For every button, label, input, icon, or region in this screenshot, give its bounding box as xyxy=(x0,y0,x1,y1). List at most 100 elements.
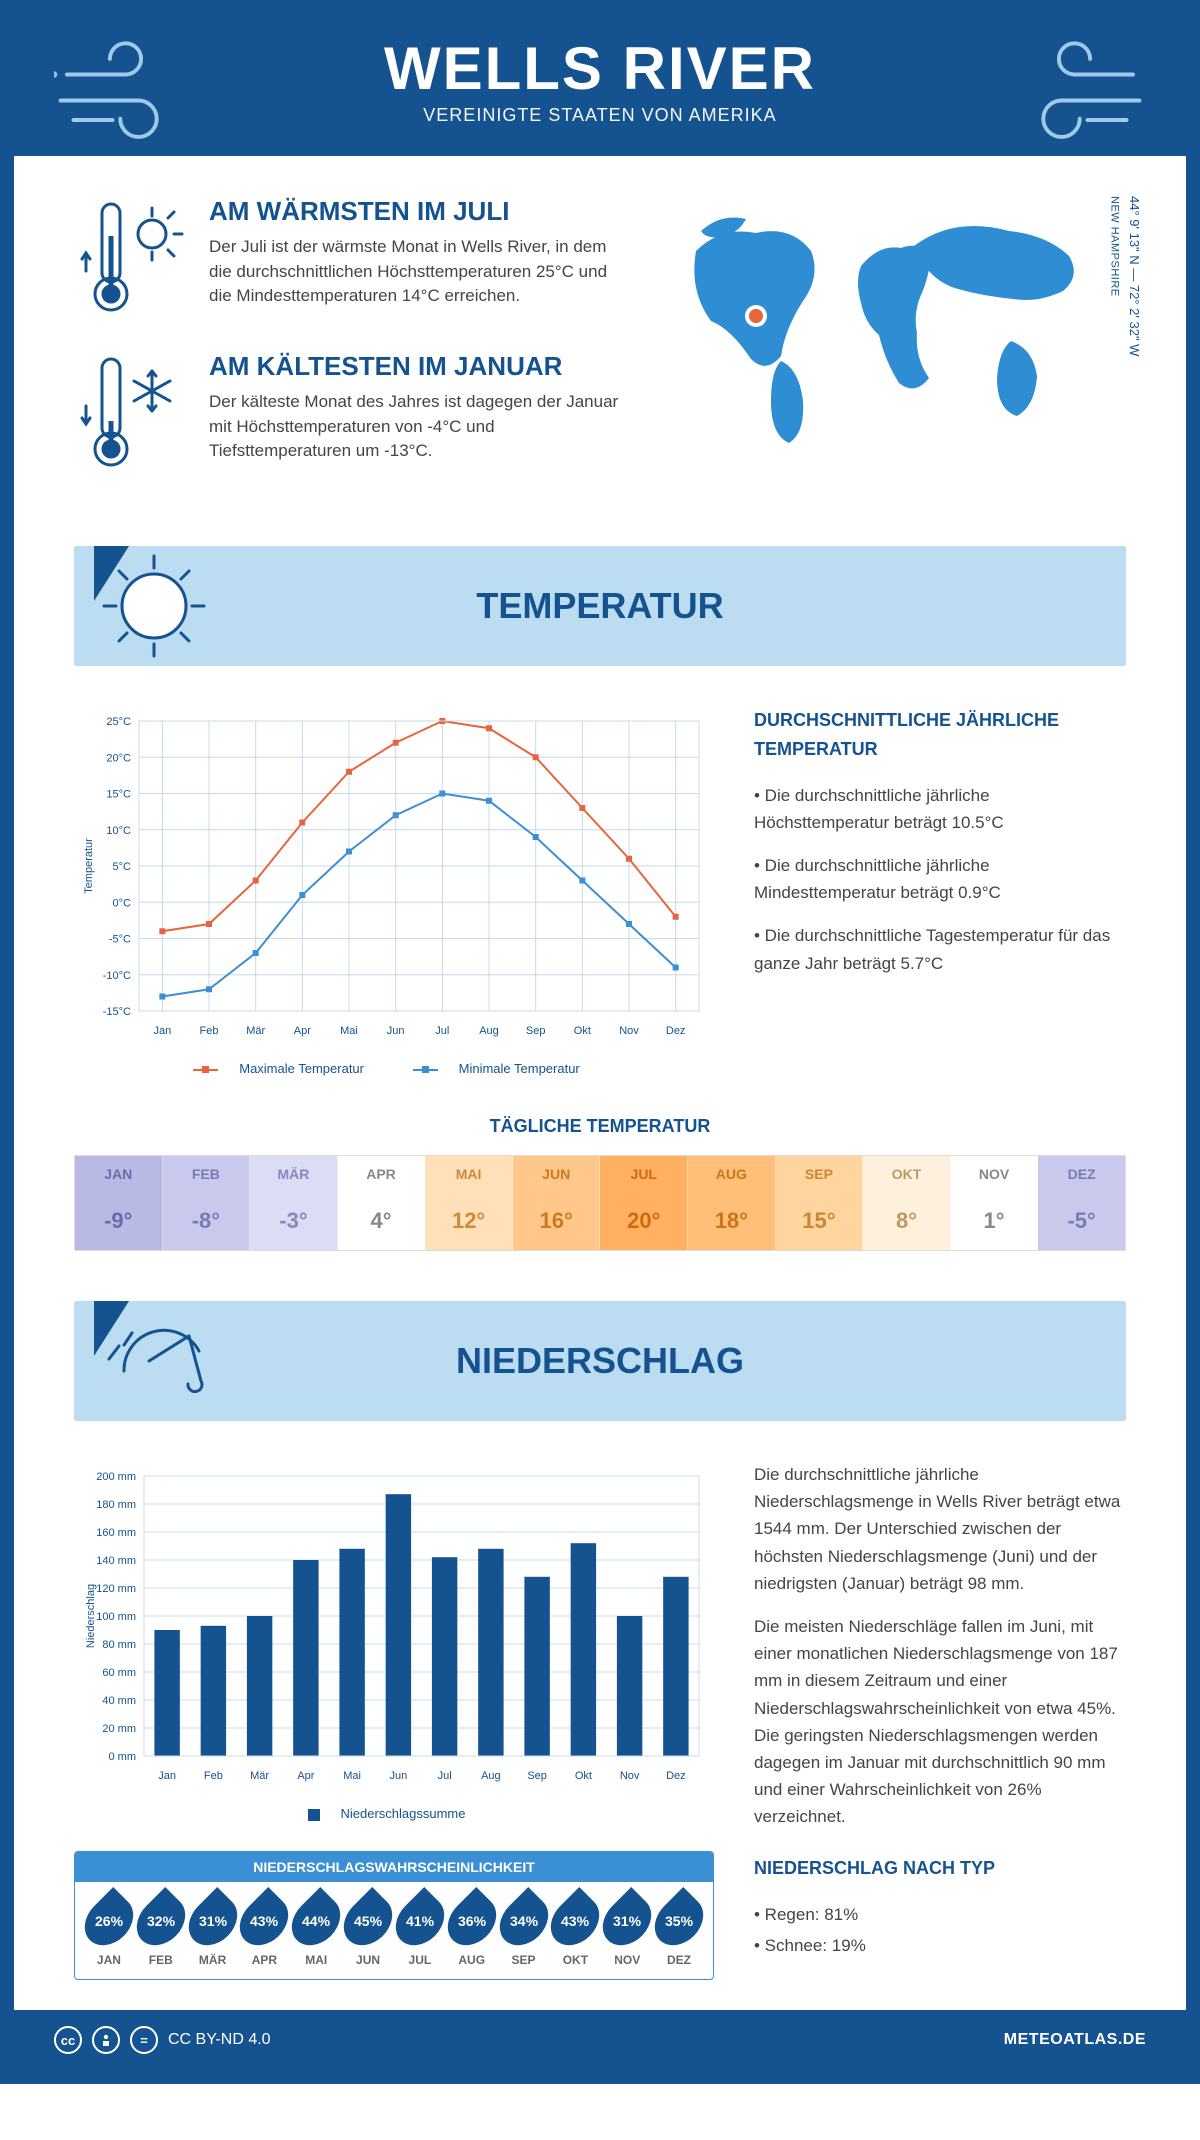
temperature-chart: -15°C-10°C-5°C0°C5°C10°C15°C20°C25°CJanF… xyxy=(74,706,714,1076)
precip-side-text: Die durchschnittliche jährliche Niedersc… xyxy=(754,1461,1126,1980)
daily-cell: AUG18° xyxy=(688,1156,776,1250)
svg-text:Okt: Okt xyxy=(575,1770,592,1782)
warmest-text: Der Juli ist der wärmste Monat in Wells … xyxy=(209,235,626,309)
prob-value: 44% xyxy=(302,1913,330,1929)
prob-cell: 32% FEB xyxy=(137,1894,185,1967)
daily-month: JUL xyxy=(600,1156,687,1192)
prob-cell: 36%AUG xyxy=(448,1894,496,1967)
coldest-text: Der kälteste Monat des Jahres ist dagege… xyxy=(209,390,626,464)
svg-text:20°C: 20°C xyxy=(106,752,131,764)
world-map: 44° 9' 13" N — 72° 2' 32" W NEW HAMPSHIR… xyxy=(666,196,1126,506)
daily-cell: MÄR-3° xyxy=(250,1156,338,1250)
precip-legend-label: Niederschlagssumme xyxy=(341,1806,466,1821)
prob-value: 43% xyxy=(561,1913,589,1929)
svg-text:60 mm: 60 mm xyxy=(102,1667,136,1679)
drop-icon: 36% xyxy=(438,1887,506,1955)
intro-row: AM WÄRMSTEN IM JULI Der Juli ist der wär… xyxy=(74,196,1126,506)
thermometer-cold-icon xyxy=(74,351,184,471)
prob-value: 45% xyxy=(354,1913,382,1929)
drop-icon: 31% xyxy=(593,1887,661,1955)
svg-text:Dez: Dez xyxy=(666,1025,686,1037)
daily-month: JAN xyxy=(75,1156,162,1192)
temperature-banner-label: TEMPERATUR xyxy=(476,585,723,627)
prob-cell: 35%DEZ xyxy=(655,1894,703,1967)
precip-banner: NIEDERSCHLAG xyxy=(74,1301,1126,1421)
svg-text:10°C: 10°C xyxy=(106,825,131,837)
daily-month: NOV xyxy=(951,1156,1038,1192)
header: WELLS RIVER VEREINIGTE STAATEN VON AMERI… xyxy=(14,14,1186,156)
precip-bar-chart: 0 mm20 mm40 mm60 mm80 mm100 mm120 mm140 … xyxy=(74,1461,714,1791)
daily-cell: NOV1° xyxy=(951,1156,1039,1250)
drop-icon: 43% xyxy=(230,1887,298,1955)
temp-side-title: DURCHSCHNITTLICHE JÄHRLICHE TEMPERATUR xyxy=(754,706,1126,764)
daily-month: FEB xyxy=(163,1156,250,1192)
page-subtitle: VEREINIGTE STAATEN VON AMERIKA xyxy=(14,105,1186,126)
daily-temp-title: TÄGLICHE TEMPERATUR xyxy=(74,1116,1126,1137)
prob-month: JAN xyxy=(85,1953,133,1967)
prob-month: OKT xyxy=(551,1953,599,1967)
prob-value: 32% xyxy=(147,1913,175,1929)
prob-title: NIEDERSCHLAGSWAHRSCHEINLICHKEIT xyxy=(75,1852,713,1882)
drop-icon: 34% xyxy=(490,1887,558,1955)
daily-cell: DEZ-5° xyxy=(1038,1156,1125,1250)
prob-month: FEB xyxy=(137,1953,185,1967)
prob-cell: 26%JAN xyxy=(85,1894,133,1967)
daily-value: 1° xyxy=(951,1192,1038,1250)
prob-cell: 44%MAI xyxy=(292,1894,340,1967)
daily-month: APR xyxy=(338,1156,425,1192)
prob-cell: 43% OKT xyxy=(551,1894,599,1967)
svg-text:Jun: Jun xyxy=(390,1770,408,1782)
drop-icon: 31% xyxy=(179,1887,247,1955)
precip-probability-box: NIEDERSCHLAGSWAHRSCHEINLICHKEIT 26%JAN32… xyxy=(74,1851,714,1980)
svg-text:Apr: Apr xyxy=(297,1770,314,1782)
precip-banner-label: NIEDERSCHLAG xyxy=(456,1340,744,1382)
svg-text:Aug: Aug xyxy=(479,1025,499,1037)
svg-text:140 mm: 140 mm xyxy=(96,1555,136,1567)
precip-bytype-b1: • Regen: 81% xyxy=(754,1901,1126,1928)
svg-text:Nov: Nov xyxy=(619,1025,639,1037)
precip-bytype-title: NIEDERSCHLAG NACH TYP xyxy=(754,1854,1126,1883)
temperature-banner: TEMPERATUR xyxy=(74,546,1126,666)
svg-text:25°C: 25°C xyxy=(106,716,131,728)
svg-text:Okt: Okt xyxy=(574,1025,591,1037)
svg-text:Mai: Mai xyxy=(343,1770,361,1782)
svg-text:0°C: 0°C xyxy=(113,897,132,909)
svg-text:Apr: Apr xyxy=(294,1025,311,1037)
daily-month: MAI xyxy=(425,1156,512,1192)
footer: cc = CC BY-ND 4.0 METEOATLAS.DE xyxy=(14,2010,1186,2070)
warmest-title: AM WÄRMSTEN IM JULI xyxy=(209,196,626,227)
cc-icon: cc xyxy=(54,2026,82,2054)
svg-text:Jan: Jan xyxy=(153,1025,171,1037)
legend-max: Maximale Temperatur xyxy=(239,1061,364,1076)
svg-text:160 mm: 160 mm xyxy=(96,1527,136,1539)
coords-region: NEW HAMPSHIRE xyxy=(1109,196,1121,297)
prob-cell: 31%MÄR xyxy=(189,1894,237,1967)
prob-month: AUG xyxy=(448,1953,496,1967)
coords-text: 44° 9' 13" N — 72° 2' 32" W xyxy=(1127,196,1142,356)
prob-month: JUL xyxy=(396,1953,444,1967)
daily-month: JUN xyxy=(513,1156,600,1192)
temp-side-b1: • Die durchschnittliche jährliche Höchst… xyxy=(754,782,1126,836)
sun-icon xyxy=(94,546,214,666)
daily-month: DEZ xyxy=(1038,1156,1125,1192)
prob-month: MÄR xyxy=(189,1953,237,1967)
drop-icon: 35% xyxy=(645,1887,713,1955)
daily-value: -8° xyxy=(163,1192,250,1250)
precip-legend: Niederschlagssumme xyxy=(74,1806,714,1821)
svg-text:15°C: 15°C xyxy=(106,789,131,801)
license-text: CC BY-ND 4.0 xyxy=(168,2031,271,2049)
svg-text:Jan: Jan xyxy=(158,1770,176,1782)
drop-icon: 41% xyxy=(386,1887,454,1955)
svg-text:Feb: Feb xyxy=(204,1770,223,1782)
daily-value: 4° xyxy=(338,1192,425,1250)
site-name: METEOATLAS.DE xyxy=(1004,2031,1146,2049)
warmest-fact: AM WÄRMSTEN IM JULI Der Juli ist der wär… xyxy=(74,196,626,316)
drop-icon: 44% xyxy=(282,1887,350,1955)
drop-icon: 26% xyxy=(75,1887,143,1955)
temp-side-b2: • Die durchschnittliche jährliche Mindes… xyxy=(754,852,1126,906)
svg-text:Niederschlag: Niederschlag xyxy=(85,1584,97,1648)
svg-text:Jun: Jun xyxy=(387,1025,405,1037)
svg-text:Dez: Dez xyxy=(666,1770,686,1782)
prob-value: 35% xyxy=(665,1913,693,1929)
prob-value: 34% xyxy=(510,1913,538,1929)
